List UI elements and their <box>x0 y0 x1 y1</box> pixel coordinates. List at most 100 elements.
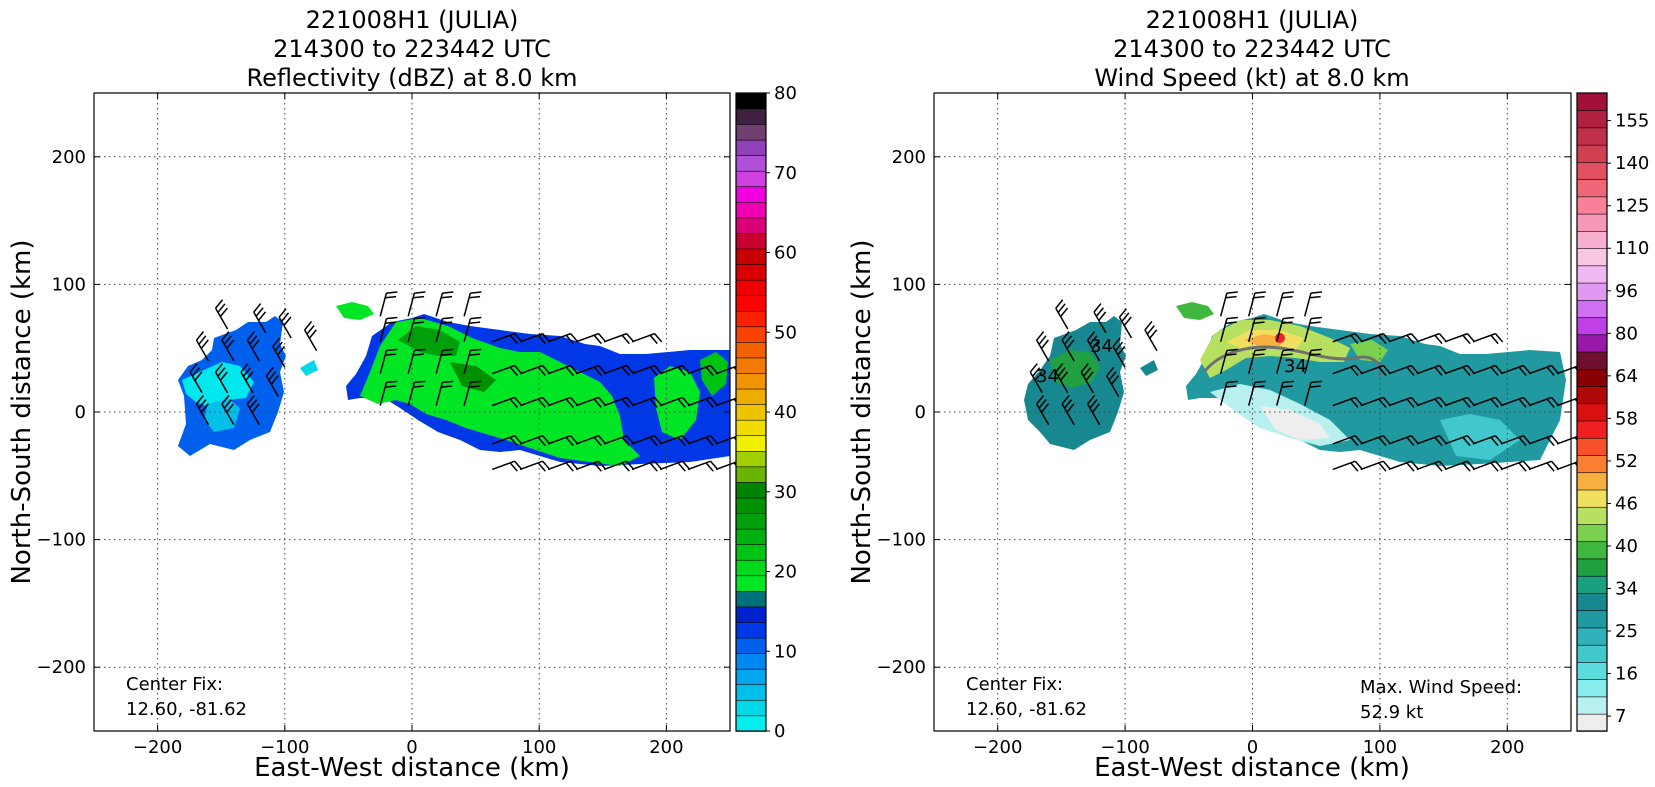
wind-barb <box>491 460 523 472</box>
wind-gridlines <box>934 93 1571 731</box>
colorbar-segment <box>735 699 767 717</box>
wind-barb <box>1444 332 1476 345</box>
wind-barb <box>1036 331 1050 362</box>
wind-barb <box>1388 396 1420 408</box>
wind-barb <box>1472 434 1504 447</box>
reflectivity-gridlines <box>94 93 730 731</box>
wind-barb <box>603 460 635 472</box>
y-tick-label: 100 <box>892 274 926 295</box>
wind-wind-barbs <box>1029 291 1588 472</box>
wind-y-axis-label: North-South distance (km) <box>847 239 877 584</box>
colorbar-segment <box>735 279 767 296</box>
wind-barb <box>1112 337 1126 368</box>
wind-barb <box>1036 394 1050 426</box>
wind-y-ticks: −200 −100 0 100 200 <box>877 147 1571 678</box>
wind-barb <box>659 434 691 447</box>
colorbar-tick-label: 125 <box>1615 196 1649 217</box>
y-tick-label: 100 <box>52 274 86 295</box>
wind-barb <box>1444 434 1476 447</box>
colorbar-segment <box>1576 213 1608 232</box>
wind-barb <box>1472 460 1504 472</box>
wind-barb <box>1528 364 1560 376</box>
colorbar-segment <box>735 294 767 312</box>
colorbar-segment <box>1576 472 1608 491</box>
colorbar-segment <box>1576 282 1608 301</box>
colorbar-segment <box>1576 247 1608 267</box>
wind-barb <box>1247 348 1266 374</box>
colorbar-tick-label: 20 <box>774 562 797 583</box>
colorbar-segment <box>735 263 767 281</box>
colorbar-segment <box>1576 523 1608 543</box>
wind-barb <box>1500 396 1532 408</box>
colorbar-tick-label: 46 <box>1615 493 1638 514</box>
wind-barb <box>519 364 551 376</box>
colorbar-frame <box>1576 92 1608 732</box>
colorbar-segment <box>735 606 767 623</box>
colorbar-segment <box>735 590 767 608</box>
colorbar-tick-label: 96 <box>1615 281 1638 302</box>
colorbar-segment <box>1576 196 1608 215</box>
colorbar-segment <box>1576 437 1608 456</box>
colorbar-segment <box>735 326 767 343</box>
wind-barb <box>1304 316 1322 343</box>
wind-contour-label-1: 34 <box>1090 336 1113 357</box>
wind-barb <box>379 380 398 406</box>
wind-barb <box>603 364 635 376</box>
wind-barb <box>631 434 663 447</box>
wind-barb <box>491 332 523 345</box>
wind-barb <box>687 460 719 472</box>
y-tick-label: 0 <box>915 402 926 423</box>
wind-center-fix-value: 12.60, -81.62 <box>966 699 1087 720</box>
wind-barb <box>1416 332 1448 345</box>
wind-barb <box>1444 460 1476 472</box>
colorbar-tick-label: 34 <box>1615 579 1638 600</box>
wind-barb <box>1086 331 1101 362</box>
y-tick-label: 200 <box>52 147 86 168</box>
colorbar-tick-label: 50 <box>774 322 797 343</box>
wind-barb <box>1444 364 1476 376</box>
wind-yellow-band <box>1200 320 1350 378</box>
wind-max-speed-value: 52.9 kt <box>1360 702 1423 723</box>
wind-barb <box>195 394 210 426</box>
x-tick-label: 100 <box>522 737 556 758</box>
colorbar-segment <box>735 528 767 545</box>
wind-barb <box>1388 460 1420 472</box>
x-tick-label: −100 <box>260 737 309 758</box>
wind-barb <box>1360 460 1392 472</box>
wind-barb <box>1332 332 1364 345</box>
wind-barb <box>1332 364 1364 376</box>
reflectivity-north-fragment <box>336 302 374 320</box>
colorbar-segment <box>735 575 767 592</box>
colorbar-segment <box>1576 127 1608 146</box>
colorbar-segment <box>735 419 767 437</box>
wind-barb <box>1275 291 1294 317</box>
wind-colorbar: 7 16 25 34 40 46 52 58 64 80 96 110 125 140 155 <box>1576 92 1649 732</box>
wind-barb <box>1219 291 1238 317</box>
x-tick-label: −200 <box>973 737 1022 758</box>
wind-barb <box>631 332 663 345</box>
reflectivity-y-ticks: −200 −100 0 100 200 <box>37 147 730 678</box>
wind-contour-label-2: 34 <box>1036 366 1059 387</box>
wind-barb <box>1106 366 1120 398</box>
wind-barb <box>575 332 607 345</box>
wind-barb <box>631 396 663 408</box>
wind-barb <box>603 396 635 408</box>
x-tick-label: 200 <box>649 737 683 758</box>
reflectivity-plot-area: −200 −100 0 100 200 −200 −100 0 100 200 Center F… <box>37 92 747 758</box>
y-tick-label: −200 <box>877 657 926 678</box>
wind-barb <box>547 332 579 345</box>
y-tick-label: 200 <box>892 147 926 168</box>
colorbar-tick-label: 58 <box>1615 408 1638 429</box>
wind-barb <box>1528 396 1560 408</box>
wind-x-axis-label: East-West distance (km) <box>1094 753 1410 783</box>
wind-barb <box>659 364 691 376</box>
colorbar-tick-label: 155 <box>1615 111 1649 132</box>
wind-34kt-contour <box>1202 345 1383 377</box>
wind-contour-label-3: 34 <box>1284 356 1307 377</box>
y-tick-label: −100 <box>37 530 86 551</box>
wind-barb <box>491 434 523 447</box>
wind-barb <box>1500 364 1532 376</box>
reflectivity-title-line-2: 214300 to 223442 UTC <box>273 35 551 63</box>
wind-barb <box>1528 460 1560 472</box>
wind-barb <box>547 364 579 376</box>
